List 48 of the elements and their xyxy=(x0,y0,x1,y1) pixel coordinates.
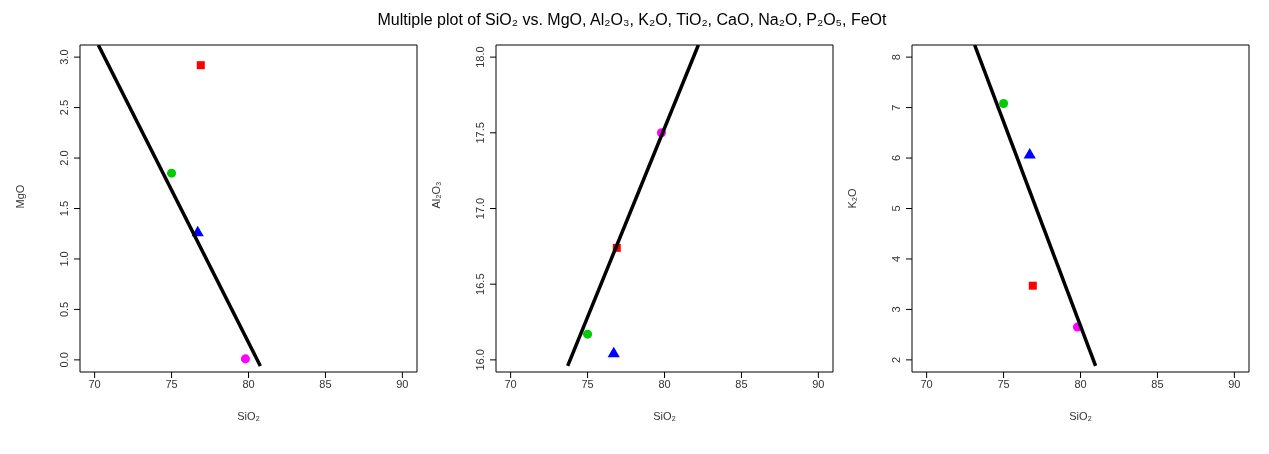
x-tick-label: 70 xyxy=(88,377,101,390)
x-tick-label: 85 xyxy=(1151,377,1164,390)
point xyxy=(999,99,1009,109)
y-axis-title: MgO xyxy=(13,184,26,209)
point xyxy=(167,168,177,178)
chart-title: Multiple plot of SiO₂ vs. MgO, Al₂O₃, K₂O, TiO₂, CaO, Na₂O, P₂O₅, FeOt xyxy=(376,10,888,30)
x-tick-label: 80 xyxy=(658,377,671,390)
point xyxy=(240,354,250,364)
x-tick-label: 85 xyxy=(319,377,332,390)
x-tick-label: 85 xyxy=(735,377,748,390)
y-tick-label: 3.0 xyxy=(58,49,70,65)
y-tick-label: 0.0 xyxy=(58,352,70,368)
y-tick-label: 1.5 xyxy=(58,200,70,217)
y-tick-label: 2.0 xyxy=(58,150,70,166)
y-tick-label: 0.5 xyxy=(58,301,70,318)
point xyxy=(607,346,620,358)
x-tick-label: 90 xyxy=(1228,377,1241,390)
y-tick-label: 4 xyxy=(890,255,902,263)
x-tick-label: 70 xyxy=(920,377,933,390)
y-tick-label: 1.0 xyxy=(58,251,70,267)
x-tick-label: 70 xyxy=(504,377,517,390)
point xyxy=(583,329,593,339)
y-tick-label: 17.0 xyxy=(474,197,486,220)
y-tick-label: 2 xyxy=(890,356,902,363)
x-tick-label: 75 xyxy=(997,377,1010,390)
y-tick-label: 2.5 xyxy=(58,99,70,116)
y-tick-label: 8 xyxy=(890,54,902,61)
point xyxy=(196,61,205,70)
y-tick-label: 16.5 xyxy=(474,273,486,295)
x-tick-label: 80 xyxy=(1074,377,1087,390)
y-tick-label: 3 xyxy=(890,306,902,313)
x-tick-label: 75 xyxy=(581,377,594,390)
point xyxy=(1028,281,1037,290)
x-axis-title: SiO₂ xyxy=(1069,410,1092,422)
x-axis-title: SiO₂ xyxy=(237,410,260,422)
y-tick-label: 18.0 xyxy=(474,46,486,68)
x-axis-title: SiO₂ xyxy=(653,410,676,422)
y-tick-label: 5 xyxy=(890,205,902,212)
y-tick-label: 17.5 xyxy=(474,122,486,144)
x-tick-label: 75 xyxy=(165,377,178,390)
x-tick-label: 90 xyxy=(812,377,825,390)
x-tick-label: 80 xyxy=(242,377,255,390)
y-tick-label: 6 xyxy=(890,154,902,162)
x-tick-label: 90 xyxy=(396,377,409,390)
y-tick-label: 16.0 xyxy=(474,349,486,371)
y-tick-label: 7 xyxy=(890,104,902,111)
y-axis-title: Al₂O₃ xyxy=(429,181,442,209)
y-axis-title: K₂O xyxy=(845,187,858,209)
